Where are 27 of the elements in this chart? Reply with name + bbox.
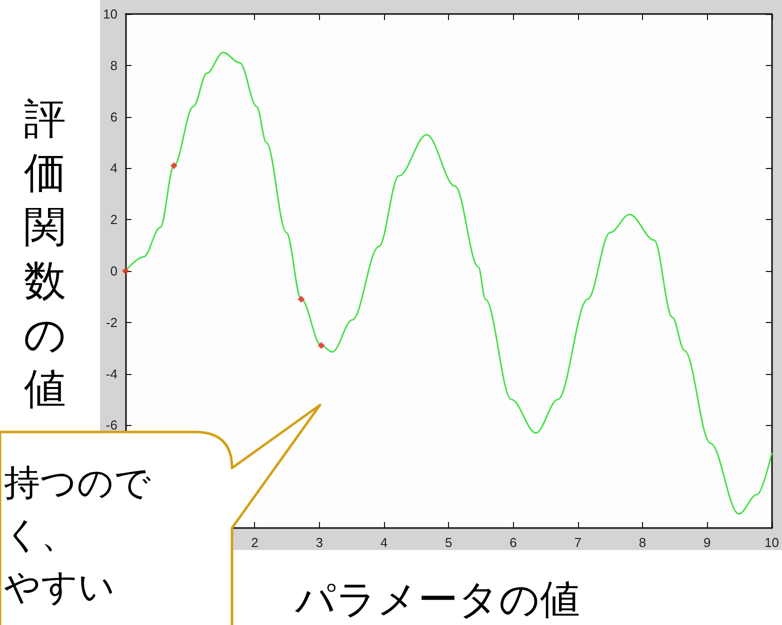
x-tick-label: 6	[510, 535, 517, 550]
text: く、	[4, 514, 78, 558]
point	[298, 296, 305, 303]
x-tick-label: 10	[764, 535, 780, 550]
y-axis-title: 評価関数の値	[22, 93, 68, 415]
point	[122, 268, 129, 274]
text: やすい	[4, 566, 116, 610]
y-tick-label: -6	[106, 418, 118, 433]
point	[318, 342, 325, 350]
x-tick-label: 2	[251, 535, 258, 550]
y-tick-label: -4	[106, 366, 118, 382]
x-tick-label: 7	[574, 535, 582, 550]
y-tick-label: 6	[110, 109, 118, 124]
y-tick-label: 8	[110, 58, 118, 73]
point	[170, 162, 178, 170]
x-axis-title: パラメータの値	[295, 576, 580, 625]
annotation: 持つので	[4, 462, 151, 506]
y-tick-label: 10	[102, 6, 118, 22]
y-tick-label: -2	[106, 314, 118, 330]
y-tick-label: 2	[110, 212, 118, 228]
x-tick-label: 8	[638, 535, 646, 550]
x-tick-label: 5	[445, 535, 452, 550]
x-tick-label: 3	[316, 535, 323, 550]
x-tick-label: 4	[380, 535, 388, 550]
y-tick-label: 4	[110, 160, 118, 176]
y-tick-label: 0	[110, 264, 118, 278]
x-tick-label: 9	[704, 535, 711, 550]
